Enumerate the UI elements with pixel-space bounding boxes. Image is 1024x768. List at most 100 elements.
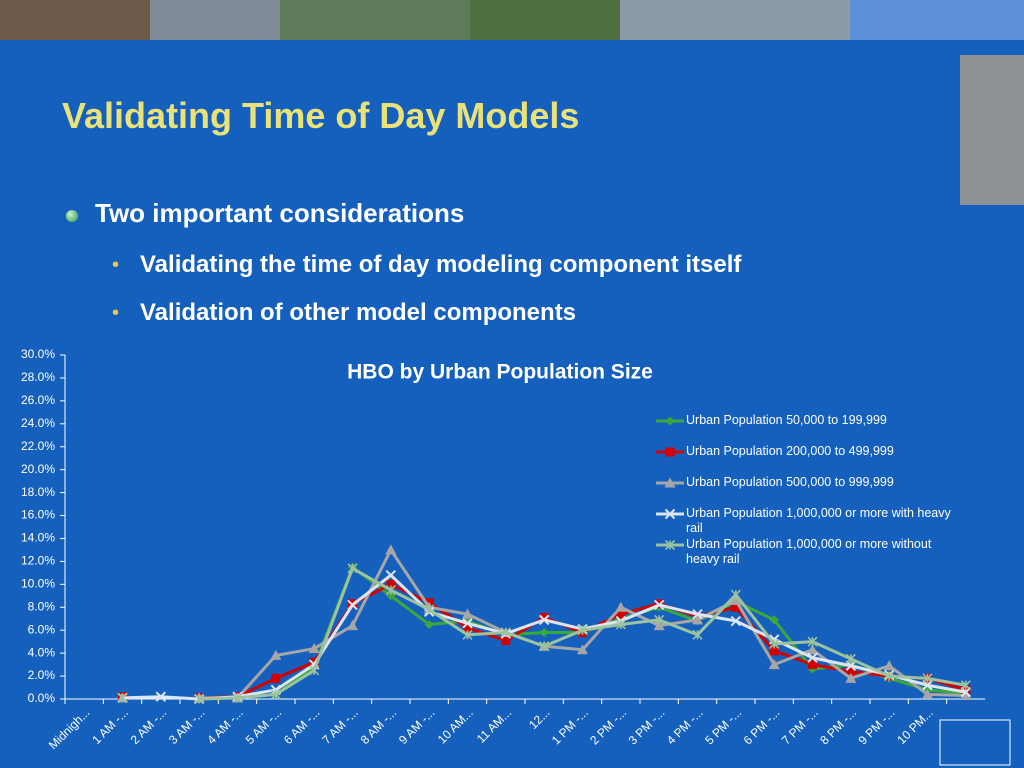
- marker: [692, 629, 703, 640]
- legend-label: Urban Population 200,000 to 499,999: [686, 444, 894, 458]
- x-tick-label: 10 AM...: [435, 705, 476, 746]
- x-tick-label: Midnigh...: [46, 705, 93, 752]
- y-tick-label: 26.0%: [21, 393, 55, 407]
- x-tick-label: 7 AM -...: [319, 705, 360, 746]
- y-tick-label: 30.0%: [21, 347, 55, 361]
- marker: [385, 569, 397, 581]
- marker: [846, 666, 856, 676]
- marker: [884, 671, 895, 682]
- bullet: Two important considerations: [95, 198, 465, 228]
- marker: [462, 618, 473, 629]
- x-tick-label: 1 AM -...: [89, 705, 130, 746]
- legend-label: Urban Population 1,000,000 or more witho…: [686, 537, 932, 566]
- y-tick-label: 14.0%: [21, 531, 55, 545]
- y-tick-label: 22.0%: [21, 439, 55, 453]
- logo: [939, 719, 1011, 766]
- legend-label: Urban Population 1,000,000 or more with …: [686, 506, 951, 535]
- marker: [615, 619, 626, 630]
- x-tick-label: 3 AM -...: [166, 705, 207, 746]
- bullet-icon: [66, 210, 78, 222]
- marker: [665, 447, 675, 457]
- marker: [386, 579, 396, 589]
- marker: [271, 673, 281, 683]
- marker: [807, 652, 818, 663]
- sub-bullet-icon: •: [112, 302, 120, 324]
- x-tick-label: 8 PM -...: [817, 705, 859, 747]
- marker: [194, 693, 205, 705]
- y-tick-label: 8.0%: [28, 599, 56, 613]
- marker: [309, 665, 320, 676]
- photo-bike: [470, 0, 620, 40]
- marker: [653, 599, 665, 611]
- marker: [692, 608, 703, 620]
- marker: [665, 416, 675, 426]
- y-tick-label: 20.0%: [21, 462, 55, 476]
- marker: [385, 544, 397, 555]
- marker: [424, 619, 434, 629]
- marker: [922, 688, 933, 699]
- marker: [347, 620, 358, 631]
- y-tick-label: 18.0%: [21, 485, 55, 499]
- x-tick-label: 8 AM -...: [358, 705, 399, 746]
- marker: [664, 508, 676, 520]
- marker: [807, 636, 818, 647]
- x-tick-label: 2 PM -...: [587, 705, 629, 747]
- x-tick-label: 6 AM -...: [281, 705, 322, 746]
- x-tick-label: 4 AM -...: [204, 705, 245, 746]
- x-tick-label: 2 AM -...: [128, 705, 169, 746]
- legend-label: Urban Population 500,000 to 999,999: [686, 475, 894, 489]
- marker: [653, 620, 665, 631]
- marker: [386, 591, 396, 601]
- marker: [922, 673, 933, 684]
- x-tick-label: 3 PM -...: [626, 705, 668, 747]
- photo-freight: [0, 0, 150, 40]
- sub-bullet-icon: •: [112, 254, 120, 276]
- x-tick-label: 9 AM -...: [396, 705, 437, 746]
- x-tick-label: 1 PM -...: [549, 705, 591, 747]
- photo-highway: [280, 0, 470, 40]
- marker: [577, 625, 588, 636]
- marker: [769, 638, 780, 650]
- marker: [424, 604, 435, 615]
- marker: [538, 614, 550, 626]
- y-tick-label: 6.0%: [28, 622, 56, 636]
- y-tick-label: 0.0%: [28, 691, 56, 705]
- photo-bus: [960, 55, 1024, 205]
- marker: [731, 602, 741, 612]
- y-tick-label: 28.0%: [21, 370, 55, 384]
- marker: [500, 627, 511, 638]
- slide-title: Validating Time of Day Models: [62, 95, 580, 136]
- marker: [462, 629, 473, 640]
- y-tick-label: 10.0%: [21, 577, 55, 591]
- marker: [769, 615, 779, 625]
- marker: [692, 614, 703, 625]
- marker: [654, 614, 665, 625]
- marker: [385, 585, 396, 596]
- marker: [347, 599, 358, 611]
- photo-train: [620, 0, 850, 40]
- marker: [664, 539, 676, 551]
- x-tick-label: 9 PM -...: [856, 705, 898, 747]
- marker: [577, 644, 588, 655]
- marker: [117, 692, 128, 703]
- y-tick-label: 12.0%: [21, 554, 55, 568]
- marker: [807, 644, 818, 655]
- y-tick-label: 4.0%: [28, 645, 56, 659]
- y-tick-label: 2.0%: [28, 668, 56, 682]
- marker: [463, 623, 472, 633]
- legend-label: Urban Population 50,000 to 199,999: [686, 413, 887, 427]
- marker: [730, 589, 741, 600]
- marker: [501, 636, 511, 646]
- sub-bullet: Validating the time of day modeling comp…: [140, 251, 742, 278]
- marker: [730, 615, 742, 627]
- marker: [308, 643, 320, 654]
- x-tick-label: 12...: [526, 705, 552, 731]
- marker: [616, 609, 626, 619]
- marker: [960, 680, 971, 691]
- marker: [960, 690, 972, 701]
- marker: [664, 477, 676, 488]
- marker: [883, 660, 895, 671]
- marker: [270, 689, 281, 700]
- marker: [961, 685, 971, 695]
